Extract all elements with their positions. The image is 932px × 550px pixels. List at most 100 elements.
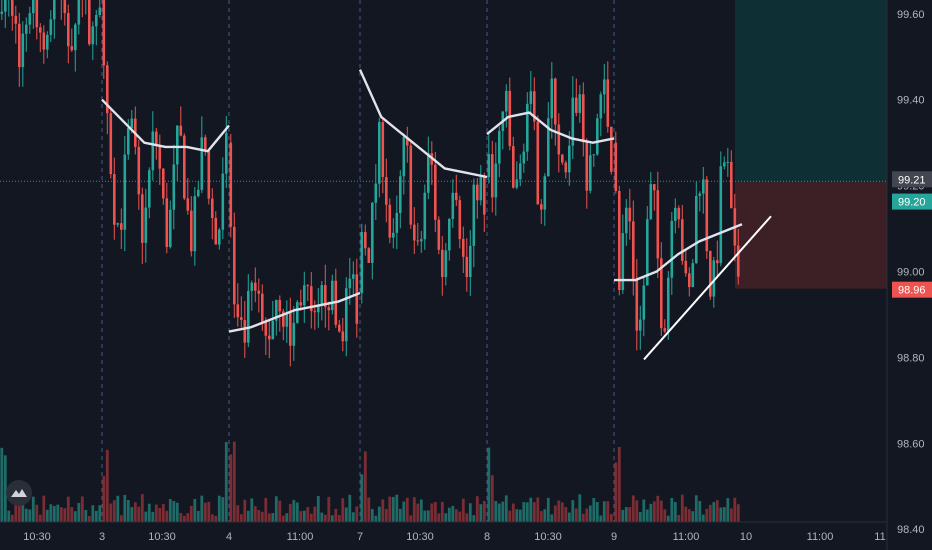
- volume-bar: [454, 509, 458, 522]
- volume-bar: [412, 497, 416, 522]
- volume-bar: [557, 500, 561, 522]
- candle-body: [483, 176, 486, 215]
- volume-bar: [10, 514, 14, 522]
- volume-bar: [461, 498, 465, 522]
- candle-body: [91, 26, 95, 45]
- candle-body: [275, 299, 278, 321]
- candle-body: [193, 196, 197, 252]
- candle-body: [364, 232, 367, 249]
- volume-bar: [472, 515, 476, 522]
- candle-body: [519, 163, 522, 180]
- candle-body: [599, 94, 603, 119]
- volume-bar: [0, 447, 4, 522]
- volume-bar: [45, 509, 49, 522]
- volume-bar: [130, 507, 134, 522]
- volume-bar: [285, 513, 289, 522]
- time-tick-label: 11:00: [673, 531, 700, 543]
- volume-bar: [271, 513, 275, 522]
- volume-bar: [214, 515, 218, 522]
- volume-bar: [7, 510, 11, 522]
- time-tick-label: 10:30: [148, 531, 176, 543]
- volume-bar: [391, 496, 395, 522]
- candle-body: [355, 274, 359, 324]
- candle-body: [621, 233, 625, 291]
- candle-body: [123, 154, 127, 230]
- volume-bar: [508, 510, 512, 522]
- price-tick-label: 99.60: [897, 9, 925, 21]
- candle-body: [116, 223, 120, 225]
- volume-bar: [518, 509, 522, 522]
- volume-bar: [165, 510, 169, 522]
- candle-body: [106, 65, 109, 114]
- time-tick-label: 11:00: [287, 531, 314, 543]
- candle-body: [151, 131, 155, 171]
- candle-body: [120, 223, 123, 230]
- volume-bar: [645, 509, 649, 522]
- candle-body: [388, 204, 392, 238]
- volume-bar: [458, 511, 462, 522]
- volume-bar: [543, 509, 547, 522]
- candle-body: [155, 131, 158, 146]
- volume-bar: [31, 496, 35, 522]
- candle-body: [540, 204, 543, 210]
- volume-bar: [313, 506, 317, 522]
- volume-bar: [70, 507, 74, 522]
- candle-body: [204, 137, 207, 152]
- candle-body: [582, 94, 585, 143]
- volume-bar: [186, 513, 190, 522]
- candle-body: [441, 249, 444, 277]
- volume-bar: [257, 510, 261, 522]
- time-tick-label: 10:30: [534, 531, 562, 543]
- volume-bar: [405, 497, 409, 522]
- volume-bar: [295, 502, 299, 522]
- volume-bar: [635, 500, 639, 522]
- volume-bar: [330, 515, 334, 522]
- candle-body: [247, 290, 250, 343]
- candle-body: [512, 146, 515, 188]
- candle-body: [458, 200, 462, 239]
- volume-bar: [337, 515, 341, 522]
- candle-body: [74, 24, 77, 51]
- volume-bar: [504, 495, 508, 522]
- volume-bar: [588, 505, 592, 522]
- volume-bar: [501, 501, 505, 522]
- candle-body: [63, 0, 67, 14]
- volume-bar: [355, 506, 359, 522]
- candle-body: [289, 313, 292, 346]
- candle-body: [254, 282, 257, 291]
- volume-bar: [144, 511, 148, 522]
- candle-body: [571, 97, 575, 146]
- volume-bar: [722, 507, 726, 522]
- volume-bar: [416, 503, 420, 522]
- candle-body: [158, 145, 162, 169]
- candle-body: [561, 154, 564, 163]
- volume-bar: [617, 446, 621, 522]
- candle-body: [688, 273, 691, 288]
- volume-bar: [327, 496, 331, 522]
- candle-body: [53, 0, 56, 20]
- volume-bar: [560, 502, 564, 522]
- candle-body: [674, 207, 677, 221]
- volume-bar: [374, 515, 378, 522]
- volume-bar: [468, 503, 472, 522]
- volume-bar: [673, 502, 677, 522]
- volume-bar: [708, 504, 712, 522]
- volume-bar: [402, 501, 406, 522]
- volume-bar: [126, 499, 130, 522]
- price-tag-label: 98.96: [898, 285, 926, 297]
- volume-bar: [288, 503, 292, 522]
- volume-bar: [42, 495, 46, 522]
- candle-body: [628, 207, 632, 222]
- volume-bar: [102, 476, 106, 522]
- candle-body: [568, 145, 571, 173]
- volume-bar: [719, 507, 723, 522]
- time-tick-label: 10:30: [23, 531, 51, 543]
- time-tick-label: 7: [357, 531, 363, 543]
- volume-bar: [260, 511, 264, 522]
- volume-bar: [384, 509, 388, 522]
- tradingview-logo-icon[interactable]: [6, 480, 32, 506]
- volume-bar: [377, 506, 381, 522]
- candle-body: [709, 251, 712, 297]
- time-tick-label: 3: [99, 531, 105, 543]
